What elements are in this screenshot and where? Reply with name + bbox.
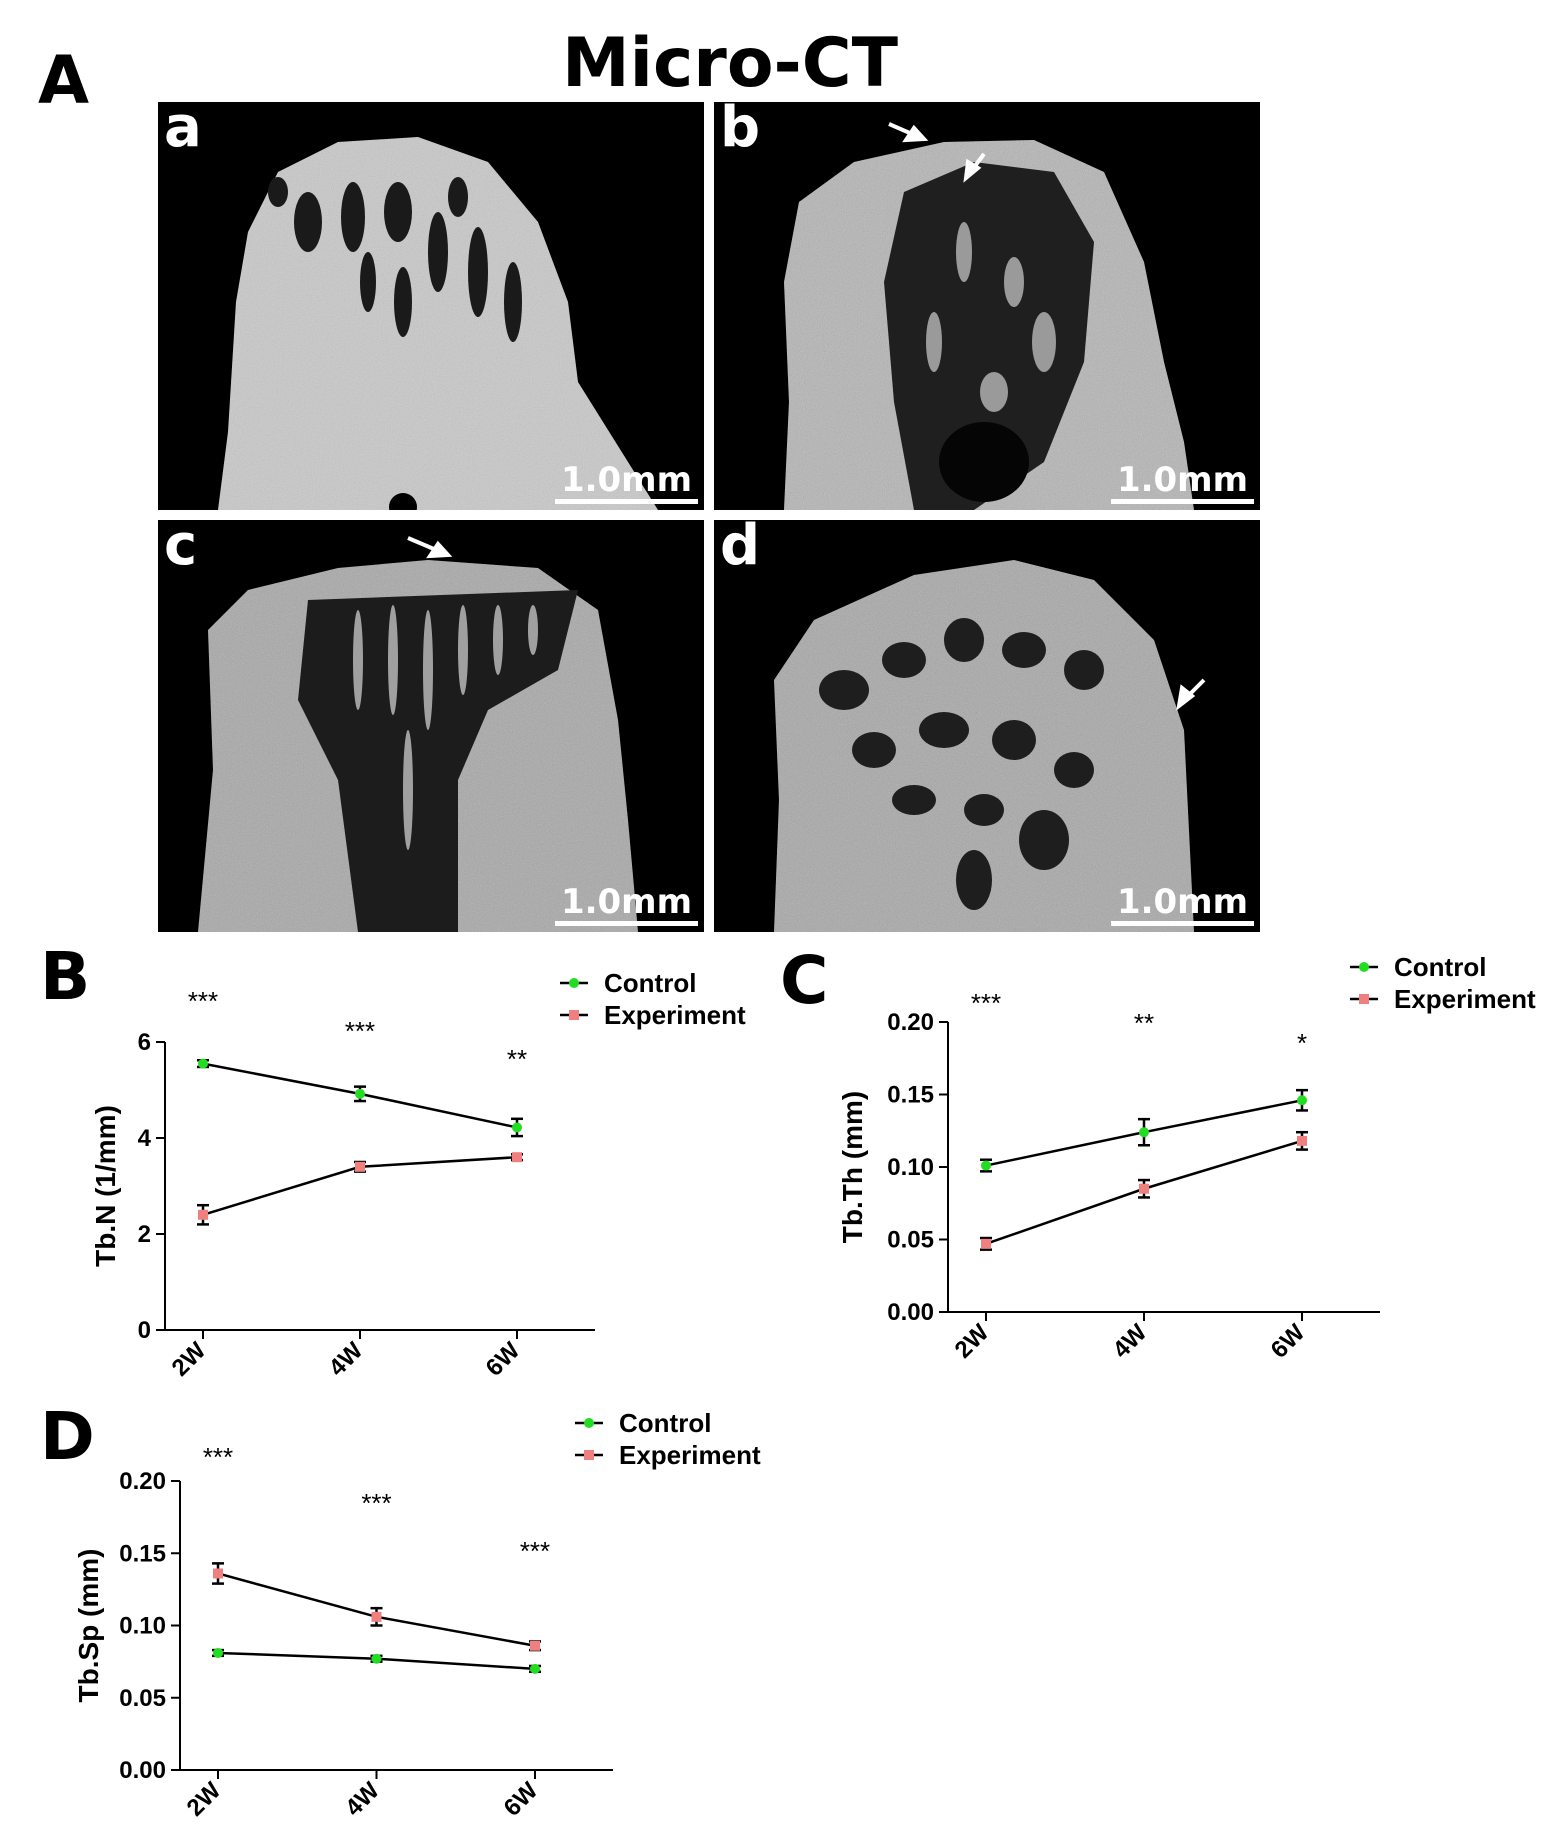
scale-bar-label: 1.0mm: [560, 460, 693, 500]
y-tick-label: 0.10: [887, 1154, 934, 1181]
ct-bone-shape-b: [784, 122, 1194, 510]
ct-image-label: a: [164, 102, 202, 160]
y-tick-label: 0.05: [887, 1227, 934, 1254]
scale-bar-label: 1.0mm: [1116, 882, 1249, 922]
ct-bone-shape-a: [168, 137, 658, 510]
data-point-control: [981, 1160, 991, 1171]
legend-label: Experiment: [1394, 984, 1536, 1014]
legend-marker-experiment: [569, 1010, 579, 1020]
legend-label: Experiment: [619, 1440, 761, 1470]
significance-marker: ***: [971, 988, 1001, 1018]
scale-bar-line: [1111, 921, 1254, 926]
ct-image-a: a 1.0mm: [158, 102, 704, 510]
data-point-control: [371, 1653, 382, 1664]
y-tick-label: 2: [138, 1221, 151, 1248]
ct-image-d: d 1.0mm: [714, 520, 1260, 932]
legend-label: Control: [1394, 952, 1486, 982]
x-tick-label: 4W: [340, 1777, 385, 1822]
y-tick-label: 0.00: [119, 1757, 166, 1784]
legend-marker-control: [569, 978, 579, 988]
scale-bar-label: 1.0mm: [560, 882, 693, 922]
scale-bar-line: [555, 921, 698, 926]
significance-marker: *: [1297, 1028, 1307, 1058]
y-tick-label: 0: [138, 1317, 151, 1344]
ct-bone-shape-c: [198, 536, 638, 932]
data-point-experiment: [213, 1568, 223, 1579]
x-tick-label: 6W: [499, 1777, 544, 1822]
data-point-experiment: [981, 1238, 991, 1249]
y-tick-label: 0.10: [119, 1613, 166, 1640]
significance-marker: ***: [345, 1016, 375, 1046]
data-point-control: [213, 1647, 223, 1658]
y-tick-label: 0.15: [119, 1540, 166, 1567]
y-tick-label: 0.15: [887, 1082, 934, 1109]
ct-image-label: c: [164, 520, 198, 578]
y-tick-label: 0.00: [887, 1299, 934, 1326]
ct-image-label: b: [720, 102, 761, 160]
significance-marker: **: [1134, 1008, 1154, 1038]
y-tick-label: 6: [138, 1029, 151, 1056]
data-point-control: [1297, 1095, 1307, 1106]
scale-bar-line: [555, 499, 698, 504]
data-point-experiment: [1297, 1135, 1307, 1146]
data-point-experiment: [1139, 1183, 1149, 1194]
figure-title: Micro-CT: [562, 24, 899, 103]
scale-bar: 1.0mm: [1111, 463, 1254, 504]
data-point-control: [512, 1122, 522, 1133]
legend-label: Control: [604, 968, 696, 998]
data-point-control: [355, 1088, 365, 1099]
legend-marker-experiment: [1359, 994, 1369, 1004]
ct-image-b: b 1.0mm: [714, 102, 1260, 510]
data-point-experiment: [512, 1152, 522, 1163]
y-axis-label: Tb.Sp (mm): [73, 1549, 104, 1703]
data-point-experiment: [198, 1209, 208, 1220]
data-point-experiment: [371, 1611, 382, 1622]
legend-label: Experiment: [604, 1000, 746, 1030]
y-tick-label: 0.20: [119, 1468, 166, 1495]
significance-marker: ***: [520, 1536, 550, 1566]
ct-image-c: c 1.0mm: [158, 520, 704, 932]
y-axis-label: Tb.N (1/mm): [90, 1105, 121, 1267]
y-tick-label: 0.05: [119, 1685, 166, 1712]
x-tick-label: 2W: [182, 1777, 227, 1822]
scale-bar: 1.0mm: [555, 885, 698, 926]
scale-bar-line: [1111, 499, 1254, 504]
significance-marker: ***: [361, 1488, 391, 1518]
ct-bone-shape-d: [774, 560, 1206, 932]
scale-bar: 1.0mm: [555, 463, 698, 504]
panel-c-letter: C: [780, 942, 829, 1019]
data-point-experiment: [355, 1161, 365, 1172]
data-point-control: [198, 1058, 208, 1069]
data-point-experiment: [530, 1640, 540, 1651]
legend-marker-control: [1359, 962, 1369, 972]
panel-b-letter: B: [40, 938, 91, 1015]
ct-image-label: d: [720, 520, 761, 578]
significance-marker: ***: [188, 986, 218, 1016]
y-axis-label: Tb.Th (mm): [837, 1091, 868, 1243]
significance-marker: ***: [203, 1442, 233, 1472]
panel-a-letter: A: [38, 42, 90, 119]
panel-d-letter: D: [40, 1398, 95, 1475]
data-point-control: [530, 1663, 540, 1674]
legend-marker-control: [584, 1418, 594, 1428]
data-point-control: [1139, 1127, 1149, 1138]
significance-marker: **: [507, 1044, 527, 1074]
y-tick-label: 0.20: [887, 1009, 934, 1036]
legend-marker-experiment: [584, 1450, 594, 1460]
y-tick-label: 4: [138, 1125, 152, 1152]
legend-label: Control: [619, 1408, 711, 1438]
scale-bar-label: 1.0mm: [1116, 460, 1249, 500]
scale-bar: 1.0mm: [1111, 885, 1254, 926]
